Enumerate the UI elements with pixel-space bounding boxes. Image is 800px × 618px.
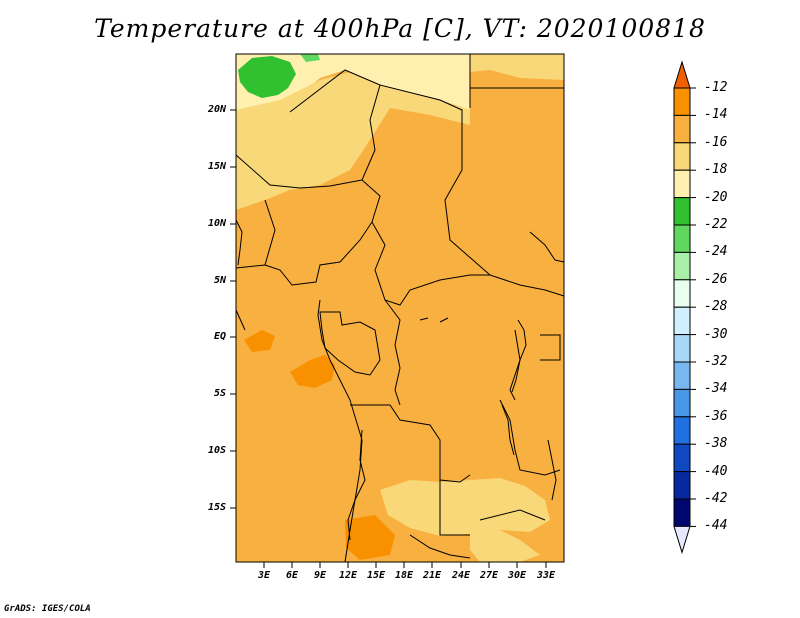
colorbar-swatch [673, 197, 691, 226]
lon-label: 18E [394, 570, 414, 581]
warm-patch-coast [290, 355, 335, 388]
credit-text: GrADS: IGES/COLA [4, 604, 91, 614]
colorbar-label: -30 [704, 326, 728, 342]
colorbar-label: -28 [704, 299, 728, 315]
lat-label: 20N [207, 104, 226, 115]
lon-label: 30E [507, 570, 527, 581]
green-patch-small [300, 54, 320, 62]
colorbar-swatch [673, 361, 691, 390]
colorbar-label: -34 [704, 381, 728, 397]
colorbar-label: -36 [704, 408, 728, 424]
lat-label: 5N [213, 275, 226, 286]
northeast-light-region [470, 54, 564, 80]
lon-label: 24E [451, 570, 471, 581]
colorbar-swatch [673, 87, 691, 116]
border-line [409, 534, 471, 559]
colorbar-swatch [673, 471, 691, 500]
colorbar-label: -22 [704, 217, 728, 232]
border-line [479, 509, 546, 521]
border-line [235, 264, 266, 269]
map-panel [230, 53, 565, 568]
lat-label: 5S [213, 388, 226, 399]
border-line [529, 231, 565, 263]
lat-label: 10S [207, 445, 226, 456]
lon-label: 33E [536, 570, 556, 581]
colorbar-label: -18 [704, 162, 728, 178]
colorbar-label: -14 [704, 107, 728, 123]
colorbar-label: -32 [704, 354, 728, 369]
axis-ticks [230, 109, 547, 568]
lat-label: EQ [213, 331, 226, 342]
colorbar-label: -16 [704, 134, 728, 150]
colorbar-swatch [673, 224, 691, 253]
lon-label: 6E [285, 570, 299, 581]
colorbar-label: -20 [704, 189, 728, 205]
border-line [350, 404, 471, 483]
lat-label: 10N [207, 218, 226, 229]
colorbar-swatch [673, 279, 691, 308]
border-line [235, 309, 246, 331]
lat-label: 15N [207, 161, 226, 172]
colorbar-bottom-arrow [673, 525, 691, 555]
lon-label: 3E [257, 570, 271, 581]
lon-label: 27E [479, 570, 499, 581]
colorbar-label: -40 [704, 463, 728, 479]
border-line [384, 299, 401, 406]
border-line [509, 329, 521, 401]
colorbar-label: -26 [704, 271, 728, 287]
border-line [499, 399, 561, 476]
colorbar-swatch [673, 416, 691, 445]
colorbar-top-arrow [673, 60, 691, 89]
colorbar-label: -44 [704, 518, 728, 534]
border-line [540, 334, 561, 361]
colorbar-label: -24 [704, 244, 728, 260]
lon-label: 12E [338, 570, 358, 581]
border-line [264, 199, 373, 286]
colorbar-swatch [673, 498, 691, 527]
colorbar-swatch [673, 114, 691, 144]
lon-label: 9E [313, 570, 327, 581]
south-light-region-2 [470, 530, 540, 562]
border-line [235, 154, 363, 189]
colorbar-label: -38 [704, 436, 728, 452]
colorbar-swatch [673, 169, 691, 199]
colorbar-swatch [673, 334, 691, 363]
lake-outline [511, 319, 527, 393]
border-line [379, 84, 491, 276]
warm-patch-west [244, 330, 275, 352]
colorbar-label: -12 [704, 80, 728, 95]
lake-outline [547, 439, 557, 501]
colorbar-swatch [673, 306, 691, 336]
colorbar [673, 60, 696, 555]
colorbar-swatch [673, 251, 691, 281]
map-title: Temperature at 400hPa [C], VT: 202010081… [94, 14, 706, 43]
lon-label: 21E [422, 570, 442, 581]
border-line [439, 480, 470, 536]
border-line [289, 69, 381, 223]
colorbar-swatch [673, 388, 691, 418]
lon-label: 15E [366, 570, 386, 581]
lake-outline [501, 404, 515, 456]
lat-label: 15S [207, 502, 226, 513]
border-line [347, 429, 366, 541]
south-light-region [380, 478, 550, 536]
border-line [371, 221, 565, 306]
green-patch [238, 56, 296, 98]
north-pale-region [236, 54, 470, 170]
coastline [235, 219, 363, 563]
colorbar-swatch [673, 443, 691, 473]
north-light-region [236, 72, 470, 210]
lakes [419, 317, 557, 501]
warm-patch-south [345, 515, 395, 560]
map-frame [235, 53, 565, 563]
colorbar-label: -42 [704, 491, 728, 506]
lake-outline [419, 317, 449, 323]
colorbar-swatch [673, 142, 691, 171]
